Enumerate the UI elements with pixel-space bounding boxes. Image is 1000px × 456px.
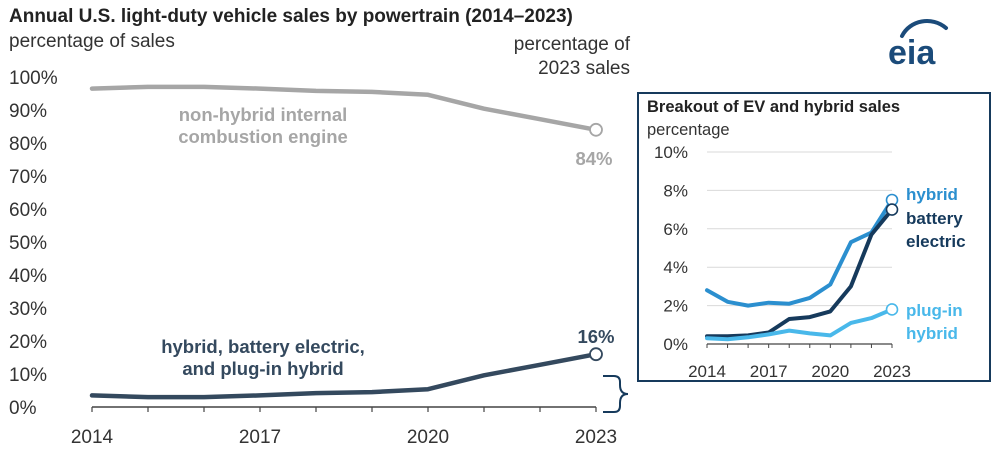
inset-x-tick-label: 2017 [750,362,788,381]
eia-logo: eia [888,19,948,70]
main-y-tick-label: 0% [9,398,37,419]
inset-series-end-marker [885,203,899,216]
inset-y-tick-label: 4% [663,258,688,277]
inset-series-end-marker [885,303,899,316]
inset-x-tick-label: 2020 [811,362,849,381]
inset-series-line [705,198,894,308]
inset-series-labels: hybrid battery electric plug-in hybrid [906,185,966,343]
main-x-tick-label: 2017 [239,427,281,448]
main-y-axis-ticks: 0% 10% 20% 30% 40% 50% 60% 70% 80% 90% 100% [9,68,58,419]
ice-series-name-line-2: combustion engine [178,126,348,147]
inset-y-axis-ticks: 0% 2% 4% 6% 8% 10% [654,143,688,354]
main-y-tick-label: 70% [9,167,47,188]
main-series-end-marker [589,122,603,137]
main-x-tick-label: 2014 [71,427,114,448]
inset-x-axis: 2014 2017 2020 2023 [688,343,911,381]
plugin-hybrid-series-label-line-1: plug-in [906,301,963,320]
battery-electric-series-label-line-2: electric [906,232,966,251]
main-series-line [89,84,599,133]
main-series-line [89,351,599,400]
main-series-end-marker [589,347,603,362]
main-x-tick-label: 2020 [407,427,449,448]
main-x-tick-label: 2023 [575,427,617,448]
main-y-tick-label: 10% [9,365,47,386]
inset-y-tick-label: 0% [663,335,688,354]
inset-series-group [705,193,899,342]
main-series-group [89,84,603,400]
inset-series-line [705,207,894,339]
inset-y-tick-label: 10% [654,143,688,162]
main-y-tick-label: 30% [9,299,47,320]
inset-y-tick-label: 6% [663,220,688,239]
main-y-tick-label: 90% [9,101,47,122]
main-y-tick-label: 20% [9,332,47,353]
inset-bracket [603,375,629,413]
battery-electric-series-label-line-1: battery [906,209,963,228]
inset-x-tick-label: 2014 [688,362,726,381]
inset-series-line [705,307,894,342]
end-value-unit-line-1: percentage of [513,34,630,55]
inset-y-tick-label: 8% [663,181,688,200]
inset-y-tick-label: 2% [663,297,688,316]
main-x-axis: 2014 2017 2020 2023 [71,406,617,448]
main-y-tick-label: 40% [9,266,47,287]
chart-title: Annual U.S. light-duty vehicle sales by … [9,6,573,27]
y-axis-unit-label: percentage of sales [9,31,175,52]
inset-gridlines [707,151,892,307]
hybrid-series-label: hybrid [906,185,958,204]
logo-swoosh [900,19,948,38]
end-value-unit-line-2: 2023 sales [538,58,630,79]
ice-series-name-line-1: non-hybrid internal [179,104,348,125]
ice-end-value-label: 84% [575,148,612,169]
logo-text: eia [888,34,936,70]
inset-x-tick-label: 2023 [873,362,911,381]
inset-unit-label: percentage [647,121,730,139]
inset-title: Breakout of EV and hybrid sales [647,98,901,116]
main-y-tick-label: 80% [9,134,47,155]
main-y-tick-label: 60% [9,200,47,221]
main-y-tick-label: 100% [9,68,58,89]
end-value-unit-label: percentage of 2023 sales [455,33,630,81]
ev-end-value-label: 16% [577,326,614,347]
main-y-tick-label: 50% [9,233,47,254]
plugin-hybrid-series-label-line-2: hybrid [906,324,958,343]
ev-series-name-line-2: and plug-in hybrid [182,358,343,379]
ev-series-name-line-1: hybrid, battery electric, [161,336,365,357]
